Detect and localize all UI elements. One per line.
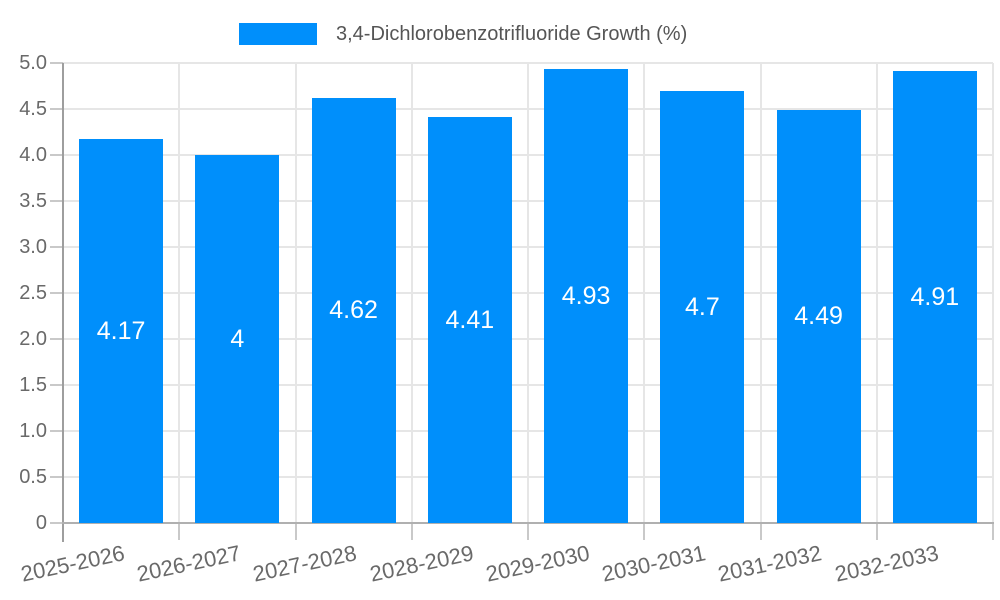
x-gridline: [875, 63, 878, 523]
x-gridline: [643, 63, 646, 523]
bar[interactable]: [79, 139, 164, 523]
y-axis-label: 1.5: [19, 374, 47, 396]
y-axis-tick: [50, 154, 63, 156]
bar[interactable]: [195, 155, 280, 523]
bar[interactable]: [311, 97, 396, 523]
x-axis-tick: [294, 523, 297, 540]
y-axis-label: 4.0: [19, 144, 47, 166]
x-axis-label: 2029-2030: [483, 540, 592, 587]
x-gridline: [294, 63, 297, 523]
y-axis-tick: [50, 246, 63, 248]
x-gridline: [992, 63, 994, 523]
bar[interactable]: [660, 90, 745, 523]
x-axis-label: 2031-2032: [716, 540, 825, 587]
y-axis-tick: [50, 292, 63, 294]
y-axis-label: 0: [35, 512, 47, 534]
bar[interactable]: [544, 69, 629, 523]
y-axis-tick: [50, 108, 63, 110]
x-axis-label: 2030-2031: [599, 540, 708, 587]
legend-swatch-icon: [239, 23, 317, 45]
x-gridline: [178, 63, 181, 523]
y-axis-tick: [50, 62, 63, 64]
y-axis-tick: [50, 476, 63, 478]
x-axis-tick: [410, 523, 413, 540]
x-axis-tick: [527, 523, 529, 540]
x-gridline: [759, 63, 762, 523]
y-axis-label: 5.0: [19, 52, 47, 74]
y-axis-label: 2.0: [19, 328, 47, 350]
y-axis-tick: [50, 384, 63, 386]
bar[interactable]: [427, 117, 512, 523]
y-axis-tick: [50, 338, 63, 340]
chart-legend[interactable]: 3,4-Dichlorobenzotrifluoride Growth (%): [239, 23, 687, 45]
x-axis-label: 2027-2028: [251, 540, 360, 587]
x-axis-tick: [875, 523, 878, 540]
x-axis-tick: [759, 523, 762, 540]
y-axis-label: 3.0: [19, 236, 47, 258]
bar[interactable]: [776, 109, 861, 523]
x-axis-label: 2026-2027: [134, 540, 243, 587]
y-axis-tick: [50, 522, 63, 524]
x-gridline: [410, 63, 413, 523]
x-axis-tick: [643, 523, 646, 540]
x-axis-tick: [178, 523, 181, 540]
legend-label: 3,4-Dichlorobenzotrifluoride Growth (%): [336, 23, 688, 45]
x-axis-label: 2025-2026: [18, 540, 127, 587]
y-axis-label: 2.5: [19, 282, 47, 304]
x-axis-line: [62, 522, 994, 524]
y-axis-label: 1.0: [19, 420, 47, 442]
y-axis-tick: [50, 430, 63, 432]
y-axis-line: [62, 63, 64, 542]
x-axis-label: 2028-2029: [367, 540, 476, 587]
x-gridline: [527, 63, 529, 523]
y-axis-label: 4.5: [19, 98, 47, 120]
y-axis-label: 0.5: [19, 466, 47, 488]
x-axis-tick: [992, 523, 994, 540]
bar[interactable]: [892, 71, 977, 523]
x-axis-label: 2032-2033: [832, 540, 941, 587]
y-axis-label: 3.5: [19, 190, 47, 212]
y-axis-tick: [50, 200, 63, 202]
